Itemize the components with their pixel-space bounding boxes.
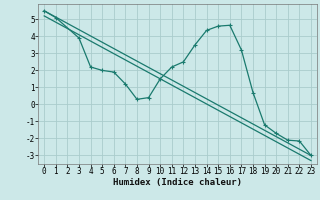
X-axis label: Humidex (Indice chaleur): Humidex (Indice chaleur) [113, 178, 242, 187]
